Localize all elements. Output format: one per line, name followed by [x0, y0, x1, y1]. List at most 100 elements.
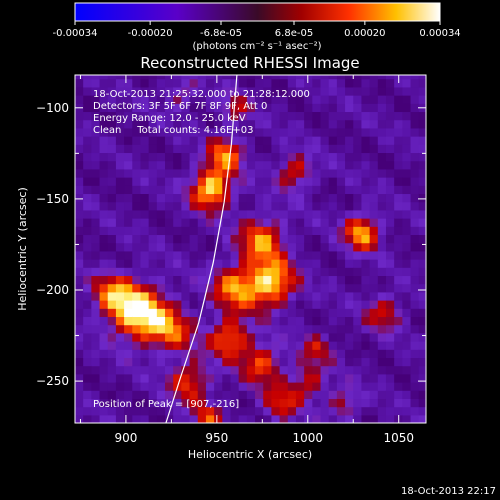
heatmap-cell: [148, 365, 158, 375]
heatmap-cell: [91, 78, 101, 88]
heatmap-cell: [140, 357, 150, 367]
heatmap-cell: [287, 234, 297, 244]
heatmap-cell: [385, 168, 395, 178]
heatmap-cell: [345, 201, 354, 211]
heatmap-cell: [385, 86, 395, 96]
heatmap-cell: [140, 209, 150, 219]
heatmap-cell: [353, 78, 363, 88]
peak-position-label: Position of Peak = [907,-216]: [93, 399, 239, 410]
heatmap-cell: [312, 119, 322, 129]
heatmap-cell: [287, 250, 297, 260]
heatmap-cell: [165, 111, 174, 121]
heatmap-cell: [91, 226, 101, 236]
heatmap-cell: [205, 300, 215, 309]
heatmap-cell: [197, 103, 207, 113]
heatmap-cell: [369, 136, 379, 145]
heatmap-cell: [181, 324, 191, 334]
heatmap-cell: [369, 332, 379, 342]
heatmap-cell: [148, 144, 158, 154]
heatmap-cell: [295, 275, 305, 285]
heatmap-cell: [173, 152, 182, 162]
heatmap-cell: [410, 234, 420, 244]
heatmap-cell: [75, 341, 84, 350]
heatmap-cell: [246, 103, 256, 113]
heatmap-cell: [181, 332, 191, 342]
heatmap-cell: [279, 341, 289, 350]
heatmap-cell: [205, 185, 215, 195]
heatmap-cell: [345, 349, 354, 359]
heatmap-cell: [271, 168, 281, 178]
heatmap-cell: [369, 283, 379, 293]
heatmap-cell: [197, 185, 207, 195]
heatmap-cell: [418, 390, 426, 400]
heatmap-cell: [345, 300, 354, 309]
heatmap-cell: [385, 365, 395, 375]
heatmap-cell: [295, 332, 305, 342]
heatmap-cell: [336, 291, 346, 301]
heatmap-cell: [328, 341, 338, 350]
heatmap-cell: [197, 382, 207, 391]
heatmap-cell: [83, 357, 92, 367]
heatmap-cell: [320, 111, 330, 121]
heatmap-cell: [205, 398, 215, 408]
heatmap-cell: [181, 382, 191, 391]
heatmap-cell: [295, 201, 305, 211]
heatmap-cell: [230, 382, 240, 391]
heatmap-cell: [148, 193, 158, 203]
heatmap-cell: [255, 398, 264, 408]
heatmap-cell: [295, 349, 305, 359]
heatmap-cell: [410, 300, 420, 309]
heatmap-cell: [353, 267, 363, 277]
heatmap-cell: [263, 209, 273, 219]
heatmap-cell: [246, 234, 256, 244]
heatmap-cell: [83, 127, 92, 137]
heatmap-cell: [385, 111, 395, 121]
heatmap-cell: [312, 332, 322, 342]
heatmap-cell: [238, 324, 248, 334]
heatmap-cell: [418, 209, 426, 219]
heatmap-cell: [124, 373, 133, 383]
heatmap-cell: [214, 78, 223, 88]
heatmap-cell: [394, 127, 403, 137]
heatmap-cell: [173, 390, 182, 400]
heatmap-cell: [197, 209, 207, 219]
heatmap-cell: [320, 283, 330, 293]
heatmap-cell: [263, 75, 273, 80]
heatmap-cell: [353, 193, 363, 203]
heatmap-cell: [361, 373, 371, 383]
heatmap-cell: [295, 291, 305, 301]
heatmap-cell: [246, 250, 256, 260]
heatmap-cell: [83, 78, 92, 88]
heatmap-cell: [205, 119, 215, 129]
heatmap-cell: [230, 111, 240, 121]
heatmap-cell: [385, 144, 395, 154]
heatmap-cell: [263, 177, 273, 186]
heatmap-cell: [189, 250, 199, 260]
heatmap-cell: [287, 185, 297, 195]
heatmap-cell: [83, 103, 92, 113]
heatmap-cell: [214, 275, 223, 285]
heatmap-cell: [271, 300, 281, 309]
heatmap-cell: [230, 349, 240, 359]
heatmap-cell: [75, 300, 84, 309]
heatmap-cell: [197, 373, 207, 383]
heatmap-cell: [75, 242, 84, 252]
heatmap-cell: [238, 283, 248, 293]
heatmap-cell: [263, 382, 273, 391]
heatmap-cell: [279, 226, 289, 236]
heatmap-cell: [156, 144, 166, 154]
heatmap-cell: [394, 324, 403, 334]
heatmap-cell: [189, 398, 199, 408]
heatmap-cell: [255, 250, 264, 260]
heatmap-cell: [418, 341, 426, 350]
heatmap-cell: [394, 201, 403, 211]
heatmap-cell: [140, 95, 150, 104]
heatmap-cell: [410, 275, 420, 285]
heatmap-cell: [402, 349, 412, 359]
heatmap-cell: [410, 324, 420, 334]
heatmap-cell: [83, 86, 92, 96]
heatmap-cell: [124, 111, 133, 121]
heatmap-cell: [214, 291, 223, 301]
heatmap-cell: [107, 144, 117, 154]
heatmap-cell: [238, 226, 248, 236]
